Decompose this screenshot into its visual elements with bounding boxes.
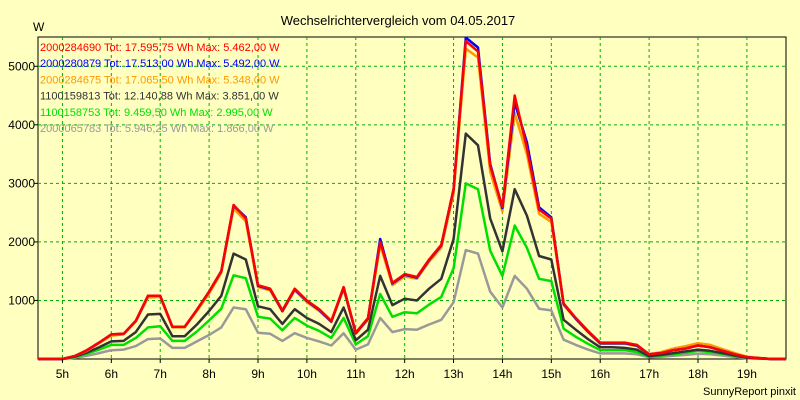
series-line-1100159813: [38, 132, 786, 361]
x-tick-label: 9h: [251, 367, 264, 381]
x-tick-label: 19h: [737, 367, 757, 381]
y-tick-label: 4000: [8, 118, 35, 132]
legend-entry-1100159813: 1100159813 Tot: 12.140,88 Wh Max: 3.851,…: [40, 91, 279, 103]
x-tick-label: 6h: [105, 367, 118, 381]
y-tick-label: 1000: [8, 293, 35, 307]
x-tick-label: 12h: [395, 367, 415, 381]
footer-credit: SunnyReport pinxit: [703, 386, 796, 398]
series-line-2000284690: [38, 39, 786, 361]
y-tick-label: 2000: [8, 235, 35, 249]
legend: 2000284690 Tot: 17.595,75 Wh Max: 5.462,…: [40, 42, 280, 135]
legend-entry-2000065783: 2000065783 Tot: 5.946,25 Wh Max: 1.866,0…: [40, 123, 274, 135]
x-tick-label: 11h: [346, 367, 365, 381]
legend-entry-2000284690: 2000284690 Tot: 17.595,75 Wh Max: 5.462,…: [40, 42, 280, 54]
y-axis-label: W: [33, 20, 45, 34]
x-tick-label: 8h: [202, 367, 215, 381]
x-tick-label: 7h: [154, 367, 167, 381]
plot-frame: [37, 36, 787, 360]
series-layer: [38, 36, 786, 361]
legend-entry-2000280879: 2000280879 Tot: 17.513,00 Wh Max: 5.492,…: [40, 58, 280, 70]
y-tick-label: 3000: [8, 176, 35, 190]
y-tick-label: 5000: [8, 59, 35, 73]
x-tick-label: 18h: [688, 367, 708, 381]
x-tick-label: 10h: [297, 367, 317, 381]
x-tick-label: 16h: [590, 367, 610, 381]
series-line-1100158753: [38, 182, 786, 361]
x-tick-label: 15h: [541, 367, 561, 381]
x-tick-label: 14h: [492, 367, 512, 381]
legend-entry-2000284675: 2000284675 Tot: 17.065,50 Wh Max: 5.348,…: [40, 74, 280, 86]
chart-title: Wechselrichtervergleich vom 04.05.2017: [281, 13, 516, 28]
x-tick-labels: 5h 6h 7h 8h 9h 10h 11h 12h 13h 14h 15h 16h 17h 18h 19h: [56, 359, 757, 381]
legend-entry-1100158753: 1100158753 Tot: 9.459,50 Wh Max: 2.995,0…: [40, 107, 273, 119]
x-tick-label: 5h: [56, 367, 69, 381]
x-tick-label: 13h: [444, 367, 464, 381]
series-line-2000065783: [38, 248, 786, 361]
y-tick-labels: 1000 2000 3000 4000 5000: [8, 59, 38, 307]
x-tick-label: 17h: [639, 367, 659, 381]
